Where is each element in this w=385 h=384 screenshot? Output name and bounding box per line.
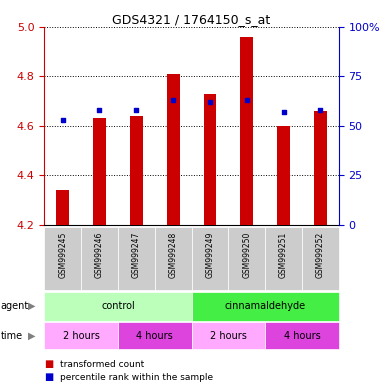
Text: GSM999245: GSM999245: [58, 232, 67, 278]
Text: GSM999249: GSM999249: [206, 232, 214, 278]
Text: ▶: ▶: [28, 331, 35, 341]
Bar: [192, 227, 228, 290]
Text: GSM999251: GSM999251: [279, 232, 288, 278]
Bar: [314, 111, 327, 225]
Point: [281, 109, 287, 115]
Bar: [130, 116, 143, 225]
Text: GSM999252: GSM999252: [316, 232, 325, 278]
Text: ■: ■: [44, 372, 54, 382]
Text: 2 hours: 2 hours: [63, 331, 100, 341]
Bar: [44, 322, 118, 349]
Bar: [228, 227, 265, 290]
Point: [133, 107, 139, 113]
Point: [317, 107, 323, 113]
Text: 4 hours: 4 hours: [136, 331, 173, 341]
Text: ▶: ▶: [28, 301, 35, 311]
Bar: [240, 37, 253, 225]
Text: percentile rank within the sample: percentile rank within the sample: [60, 372, 213, 382]
Text: 4 hours: 4 hours: [284, 331, 320, 341]
Text: GSM999246: GSM999246: [95, 232, 104, 278]
Bar: [277, 126, 290, 225]
Text: GSM999250: GSM999250: [242, 232, 251, 278]
Text: transformed count: transformed count: [60, 359, 144, 369]
Bar: [204, 94, 216, 225]
Bar: [93, 118, 106, 225]
Point: [60, 117, 66, 123]
Bar: [118, 322, 192, 349]
Bar: [302, 227, 339, 290]
Bar: [155, 227, 192, 290]
Point: [96, 107, 102, 113]
Bar: [167, 74, 179, 225]
Bar: [118, 227, 155, 290]
Bar: [81, 227, 118, 290]
Text: time: time: [1, 331, 23, 341]
Text: ■: ■: [44, 359, 54, 369]
Text: GSM999247: GSM999247: [132, 232, 141, 278]
Text: control: control: [101, 301, 135, 311]
Title: GDS4321 / 1764150_s_at: GDS4321 / 1764150_s_at: [112, 13, 271, 26]
Text: cinnamaldehyde: cinnamaldehyde: [224, 301, 306, 311]
Text: agent: agent: [1, 301, 29, 311]
Bar: [56, 190, 69, 225]
Bar: [265, 322, 339, 349]
Text: 2 hours: 2 hours: [210, 331, 247, 341]
Bar: [44, 227, 81, 290]
Bar: [192, 292, 339, 321]
Point: [244, 97, 250, 103]
Bar: [192, 322, 265, 349]
Bar: [265, 227, 302, 290]
Text: GSM999248: GSM999248: [169, 232, 177, 278]
Bar: [44, 292, 192, 321]
Point: [170, 97, 176, 103]
Point: [207, 99, 213, 105]
